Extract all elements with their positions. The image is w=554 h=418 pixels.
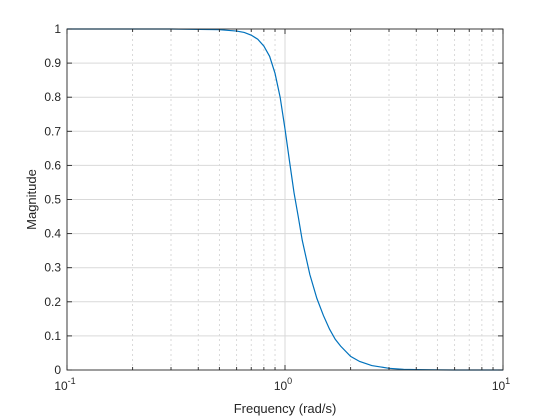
x-tick-label: 10-1 (54, 376, 75, 393)
y-tick-label: 0 (54, 363, 61, 377)
y-axis-label: Magnitude (24, 169, 39, 230)
y-tick-label: 0.4 (44, 227, 61, 241)
series-layer (67, 28, 503, 371)
y-tick-label: 0.6 (44, 158, 61, 172)
y-tick-label: 0.9 (44, 56, 61, 70)
grid (67, 29, 503, 370)
y-tick-label: 0.5 (44, 193, 61, 207)
x-axis-label: Frequency (rad/s) (234, 401, 337, 416)
x-tick-label: 100 (274, 376, 292, 393)
axis-ticks (66, 28, 504, 371)
y-tick-label: 0.2 (44, 295, 61, 309)
y-tick-label: 0.3 (44, 261, 61, 275)
x-tick-label: 101 (492, 376, 510, 393)
y-tick-label: 0.7 (44, 124, 61, 138)
y-tick-label: 1 (54, 22, 61, 36)
y-tick-label: 0.1 (44, 329, 61, 343)
magnitude-series-line (67, 28, 503, 371)
y-tick-label: 0.8 (44, 90, 61, 104)
tick-labels: 10-1 100 101 0 0.1 0.2 0.3 0.4 0.5 0.6 0.7 0.8 0.9 1 (44, 22, 510, 393)
